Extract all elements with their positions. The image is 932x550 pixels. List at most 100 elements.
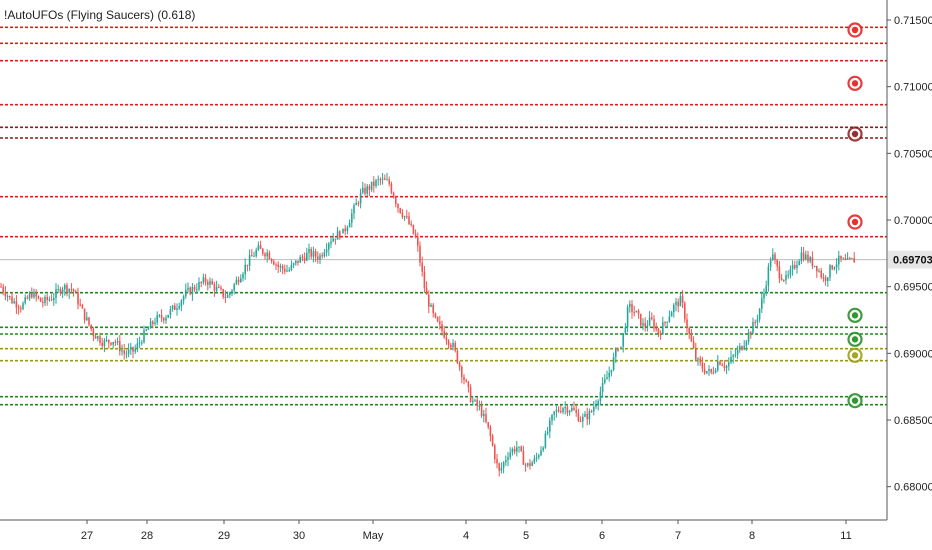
candle-body xyxy=(397,204,399,209)
candle-body xyxy=(593,406,595,412)
candle-body xyxy=(838,255,840,265)
candle-body xyxy=(366,186,368,194)
candle-body xyxy=(81,304,84,309)
candle-body xyxy=(516,447,518,452)
candle-body xyxy=(761,298,763,309)
candle-body xyxy=(218,286,220,288)
candle-body xyxy=(568,410,571,413)
candle-body xyxy=(620,346,622,348)
candle-body xyxy=(560,411,562,413)
candle-body xyxy=(191,286,194,295)
candle-body xyxy=(564,407,566,409)
candle-body xyxy=(94,335,97,339)
candle-body xyxy=(714,370,717,373)
candle-body xyxy=(631,303,633,313)
candle-body xyxy=(121,350,123,352)
ufo-marker-dot xyxy=(851,352,859,359)
candle-body xyxy=(653,318,655,329)
x-tick-label: 11 xyxy=(840,530,851,542)
candle-body xyxy=(557,409,560,412)
candle-body xyxy=(849,257,851,259)
candle-body xyxy=(149,321,152,329)
candle-body xyxy=(787,274,789,276)
candle-body xyxy=(816,265,818,272)
candle-body xyxy=(92,329,95,336)
candle-body xyxy=(584,413,586,417)
candle-body xyxy=(134,348,136,352)
ufo-marker-dot xyxy=(851,397,859,404)
candle-body xyxy=(268,252,271,260)
candle-body xyxy=(308,248,310,253)
candle-body xyxy=(185,289,187,297)
candle-body xyxy=(362,187,364,193)
candle-body xyxy=(586,413,588,420)
candle-body xyxy=(68,288,70,293)
candle-body xyxy=(494,445,496,460)
candle-body xyxy=(28,293,31,299)
candle-body xyxy=(9,296,11,298)
candle-body xyxy=(222,289,224,297)
candle-body xyxy=(535,457,538,459)
candle-body xyxy=(180,300,183,307)
candle-body xyxy=(237,279,240,283)
x-tick-label: 28 xyxy=(141,530,153,542)
candle-body xyxy=(264,253,266,257)
candle-body xyxy=(840,255,842,259)
candle-body xyxy=(725,366,728,368)
x-tick-label: 8 xyxy=(749,530,755,542)
candle-body xyxy=(317,256,319,260)
candle-body xyxy=(807,254,809,262)
candle-body xyxy=(483,413,485,416)
x-tick-label: 5 xyxy=(523,530,529,542)
candle-body xyxy=(498,463,500,471)
candle-body xyxy=(323,252,326,257)
candle-body xyxy=(193,286,196,290)
candle-body xyxy=(353,205,355,214)
indicator-label[interactable]: !AutoUFOs (Flying Saucers) (0.618) xyxy=(4,8,196,22)
candle-body xyxy=(747,332,750,342)
candle-body xyxy=(461,366,463,377)
candle-body xyxy=(789,269,792,275)
candle-body xyxy=(295,260,297,264)
candle-body xyxy=(22,303,24,310)
candle-body xyxy=(310,248,312,257)
candle-body xyxy=(381,178,384,180)
candle-body xyxy=(421,262,423,272)
candle-body xyxy=(853,258,855,263)
candle-body xyxy=(284,268,286,272)
candle-body xyxy=(257,245,260,251)
candle-body xyxy=(758,308,761,320)
candle-body xyxy=(342,228,344,234)
candle-body xyxy=(480,405,483,416)
candle-body xyxy=(617,348,619,351)
candle-body xyxy=(703,368,706,374)
candle-body xyxy=(103,340,106,346)
candle-body xyxy=(734,354,737,356)
candle-body xyxy=(403,216,406,218)
x-tick-label: 6 xyxy=(599,530,605,542)
candle-body xyxy=(767,266,770,286)
candle-body xyxy=(204,277,207,283)
candle-body xyxy=(339,231,341,238)
candle-body xyxy=(334,238,337,240)
candle-body xyxy=(783,279,785,281)
candle-body xyxy=(527,463,529,466)
candle-body xyxy=(463,376,465,381)
candle-body xyxy=(235,279,238,285)
candle-body xyxy=(575,410,577,413)
candle-body xyxy=(769,260,772,267)
candle-body xyxy=(546,431,549,434)
candle-body xyxy=(240,278,242,283)
candle-body xyxy=(710,369,712,373)
candle-body xyxy=(835,264,838,268)
candle-body xyxy=(813,265,816,267)
candle-body xyxy=(430,304,432,307)
ufo-marker-dot xyxy=(851,130,859,138)
candle-body xyxy=(668,316,671,322)
candle-body xyxy=(64,285,66,290)
candle-body xyxy=(739,346,741,350)
candle-body xyxy=(198,282,200,290)
candle-body xyxy=(846,257,849,260)
candle-body xyxy=(224,296,227,298)
